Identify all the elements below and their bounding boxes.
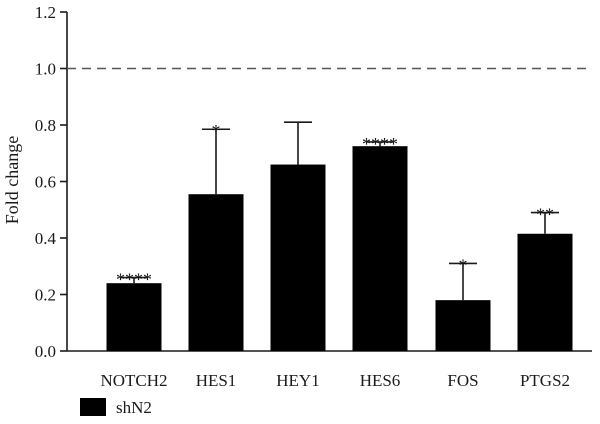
y-tick-label: 0.2 xyxy=(35,286,56,305)
bar xyxy=(352,146,408,351)
legend-swatch xyxy=(80,398,106,416)
significance-marker: **** xyxy=(116,270,152,290)
y-tick-label: 0.8 xyxy=(35,116,56,135)
significance-marker: **** xyxy=(362,134,398,154)
y-tick-label: 0.6 xyxy=(35,173,56,192)
x-tick-label: HES1 xyxy=(196,371,237,390)
significance-marker: * xyxy=(459,255,468,275)
legend: shN2 xyxy=(80,398,152,417)
x-tick-label: NOTCH2 xyxy=(100,371,167,390)
bar xyxy=(106,283,162,351)
y-tick-label: 1.0 xyxy=(35,60,56,79)
bar xyxy=(270,164,326,351)
legend-label: shN2 xyxy=(116,398,152,417)
bar xyxy=(517,233,573,351)
bars-layer xyxy=(106,146,573,351)
category-labels-layer: NOTCH2 HES1 HEY1 HES6 FOS PTGS2 xyxy=(100,371,570,390)
significance-marker: ** xyxy=(536,205,554,225)
x-tick-label: FOS xyxy=(447,371,478,390)
x-tick-label: HEY1 xyxy=(276,371,319,390)
x-tick-label: PTGS2 xyxy=(520,371,570,390)
significance-marker: * xyxy=(212,121,221,141)
y-tick-label: 0.0 xyxy=(35,342,56,361)
y-tick-label: 1.2 xyxy=(35,3,56,22)
x-tick-label: HES6 xyxy=(360,371,401,390)
bar xyxy=(188,194,244,351)
y-tick-label: 0.4 xyxy=(35,229,57,248)
significance-layer: ************ xyxy=(116,121,554,289)
error-bars-layer xyxy=(120,121,559,301)
y-axis-label: Fold change xyxy=(2,136,22,224)
bar xyxy=(435,300,491,351)
